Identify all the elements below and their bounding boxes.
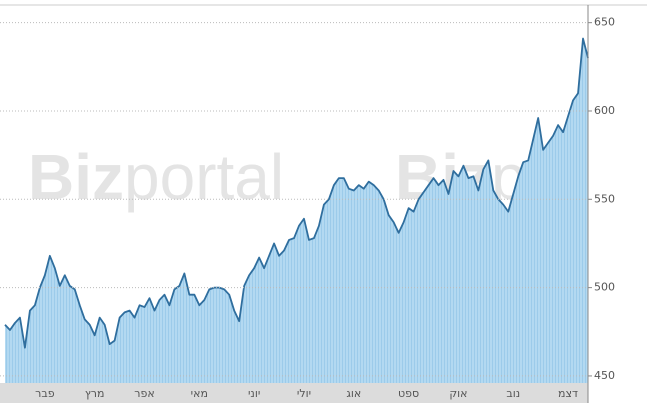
x-tick-label: דצמ (558, 387, 578, 400)
x-tick-label: נוב (506, 387, 520, 400)
area (5, 38, 588, 384)
x-tick-label: אוג (346, 387, 361, 400)
x-tick-label: אפר (134, 387, 154, 400)
x-tick-label: אוק (449, 387, 467, 400)
y-tick-label: 650 (594, 16, 615, 29)
y-tick-label: 500 (594, 281, 615, 294)
x-tick-label: ספט (398, 387, 419, 400)
x-tick-label: מרץ (85, 387, 105, 400)
watermark-bold: Biz (28, 141, 124, 213)
y-tick-label: 450 (594, 369, 615, 382)
x-tick-label: יולי (297, 387, 311, 400)
watermark-light: portal (124, 141, 284, 213)
line (4, 37, 589, 349)
x-tick-label: יוני (248, 387, 260, 400)
watermark: Bizportal (28, 141, 284, 213)
x-tick-label: מאי (191, 387, 208, 400)
x-axis-band (0, 383, 588, 403)
y-tick-label: 550 (594, 192, 615, 205)
y-tick-label: 600 (594, 104, 615, 117)
x-tick-label: פבר (35, 387, 55, 400)
